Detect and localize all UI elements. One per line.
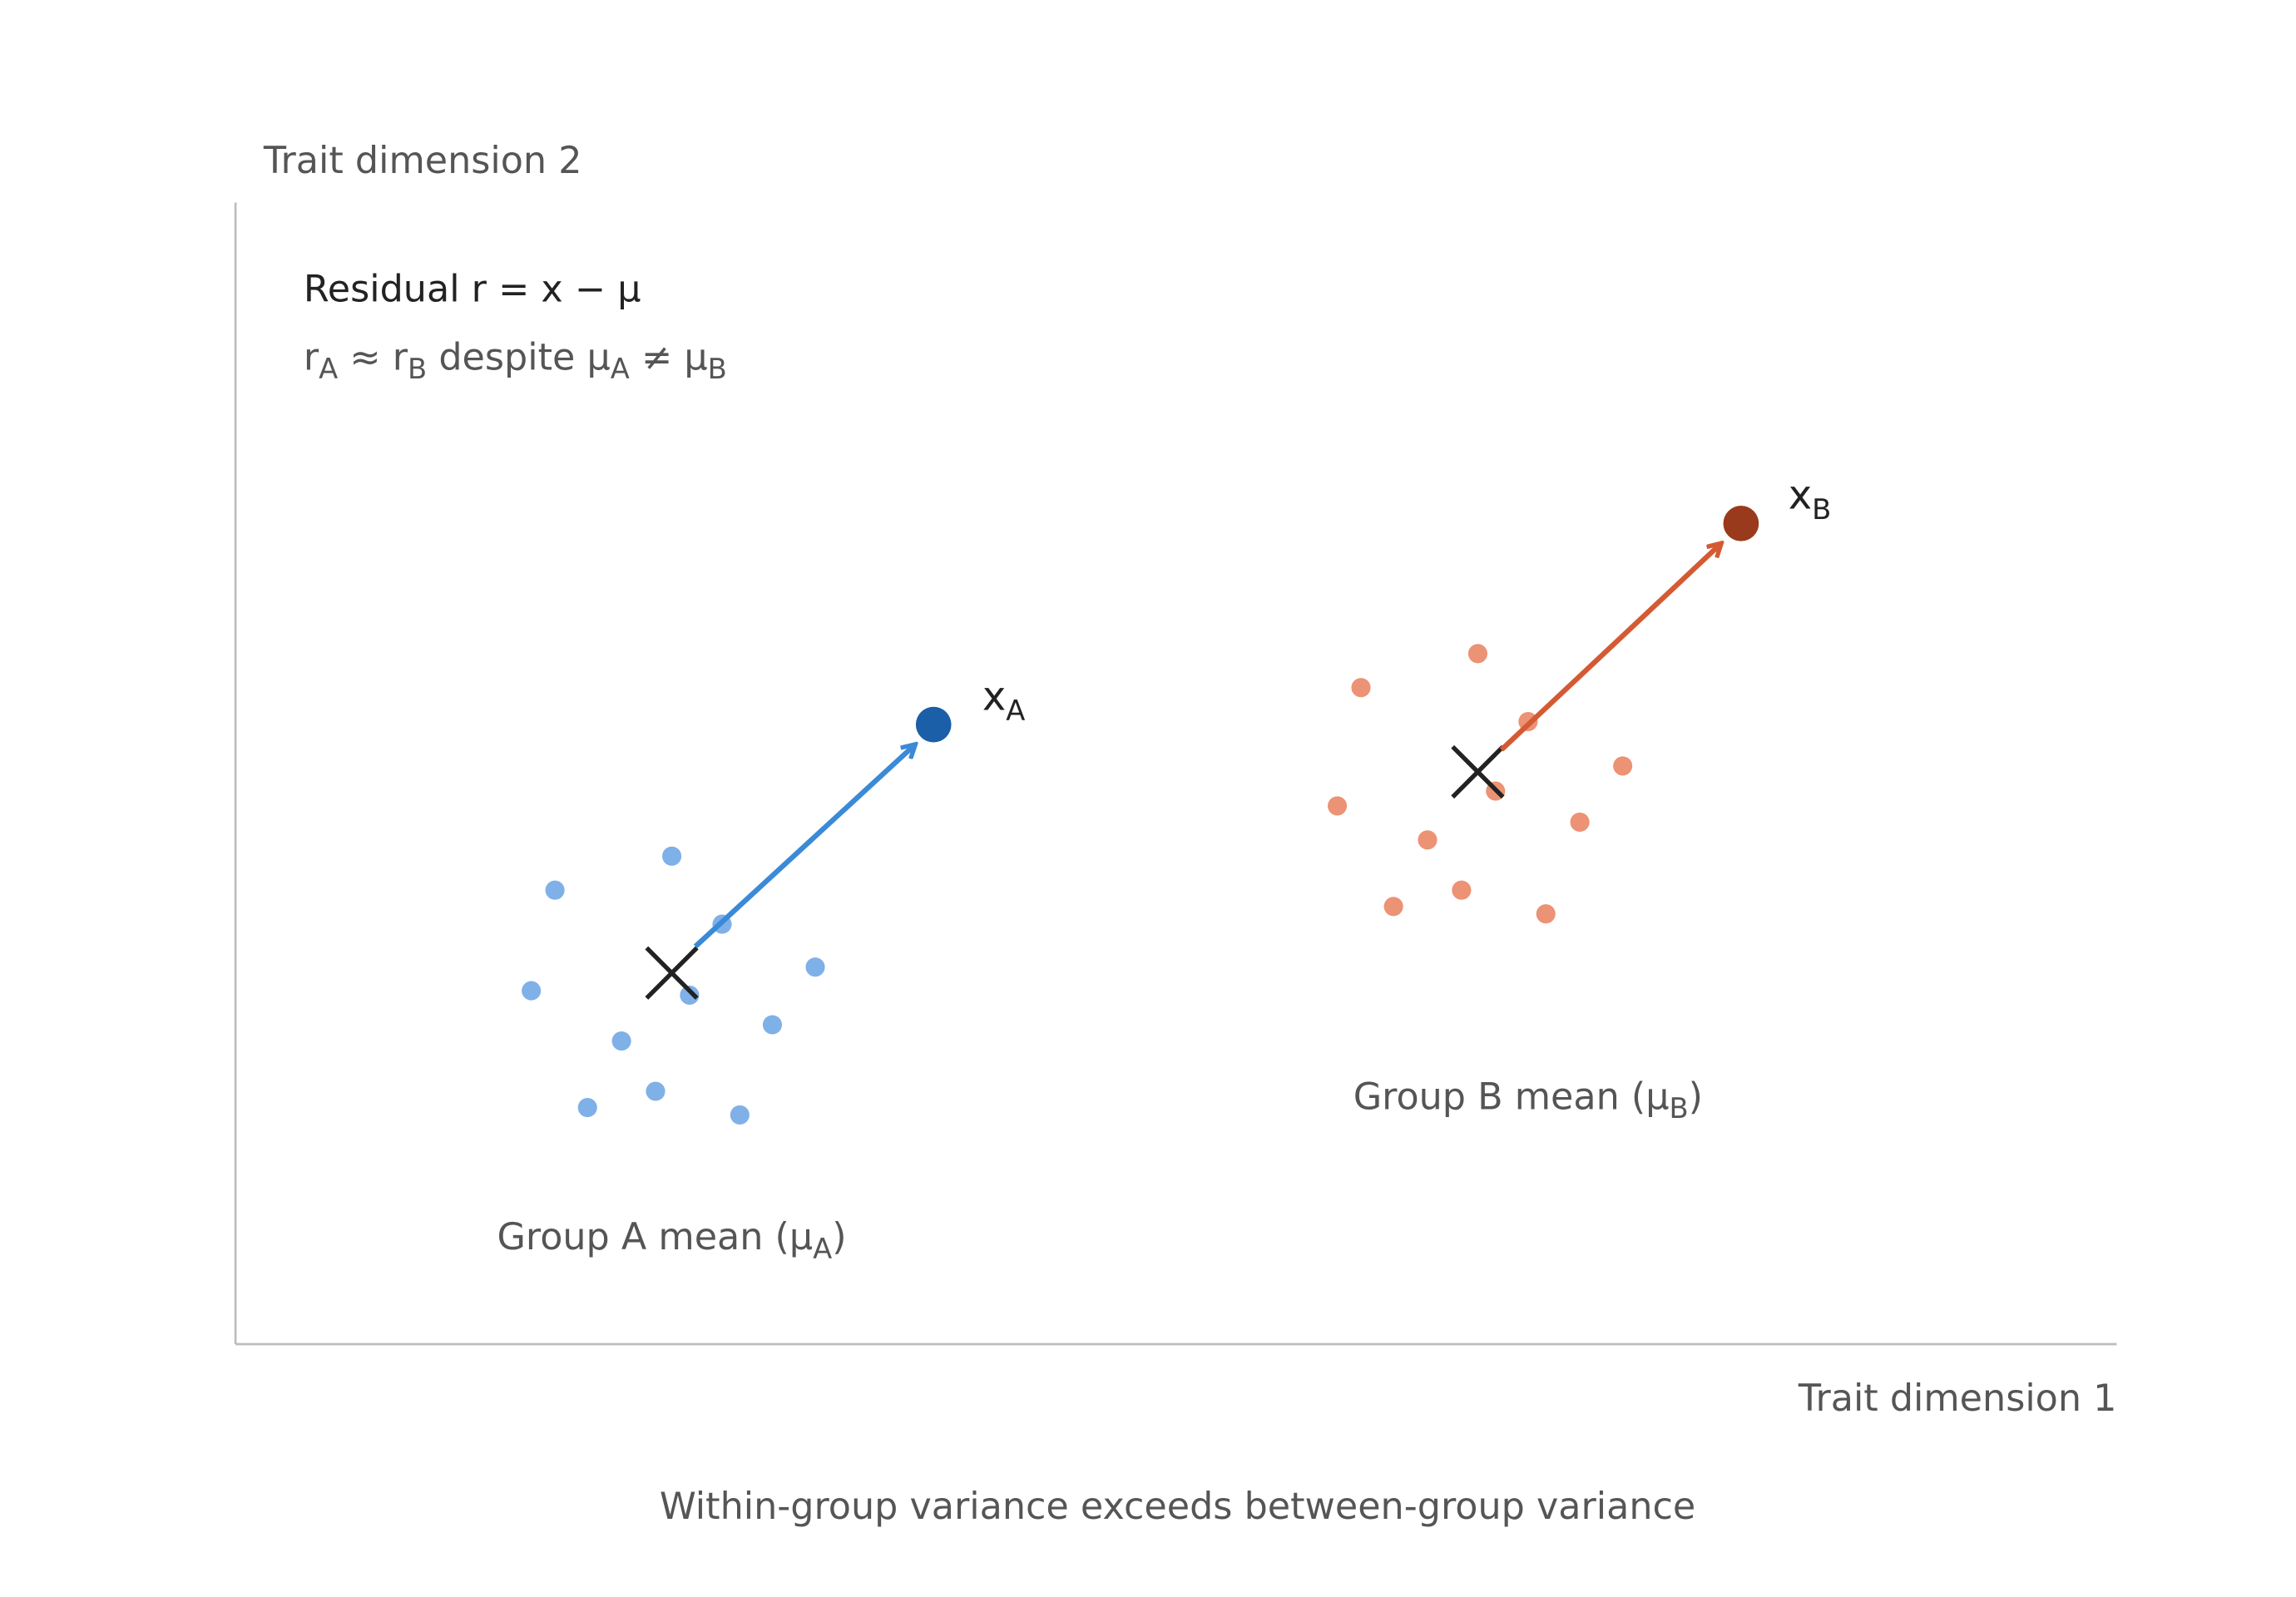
sample: [1328, 796, 1348, 816]
text-part: ≈ r: [338, 336, 408, 378]
y-axis-label: Trait dimension 2: [263, 140, 582, 182]
sample: [1383, 897, 1403, 917]
subscript: A: [319, 353, 338, 385]
sample: [1536, 904, 1556, 924]
subscript: A: [1006, 695, 1025, 727]
subscript: B: [408, 353, 427, 385]
residual-arrow-a: [693, 745, 914, 949]
point-a: [915, 706, 952, 743]
group-b-label: Group B mean (μB): [1353, 1075, 1703, 1125]
sample: [1570, 812, 1590, 832]
subscript: A: [611, 353, 630, 385]
residual-arrow-b: [1499, 544, 1720, 752]
text-part: ): [832, 1216, 846, 1258]
sample: [1613, 756, 1633, 776]
text-part: Group B mean (μ: [1353, 1075, 1670, 1118]
sample: [522, 981, 542, 1001]
sample: [662, 846, 682, 866]
caption: Within-group variance exceeds between-gr…: [660, 1486, 1695, 1528]
annotation-relation: rA ≈ rB despite μA ≠ μB: [304, 336, 727, 385]
text-part: Group A mean (μ: [497, 1216, 813, 1258]
text-part: r: [304, 336, 319, 378]
group-b-points: [1328, 644, 1633, 924]
sample: [1467, 644, 1487, 664]
group-a-points: [522, 846, 825, 1125]
sample: [680, 985, 700, 1005]
sample: [611, 1031, 631, 1051]
sample: [805, 957, 825, 977]
subscript: B: [1670, 1092, 1689, 1125]
text-part: ≠ μ: [630, 336, 708, 378]
sample: [577, 1098, 597, 1118]
sample: [1351, 678, 1371, 698]
group-b-mean: [1451, 744, 1505, 799]
group-a-mean: [645, 946, 699, 1000]
sample: [762, 1015, 782, 1035]
annotation: Residual r = x − μ: [304, 269, 641, 311]
subscript: B: [708, 353, 727, 385]
x-axis-label: Trait dimension 1: [1798, 1377, 2117, 1420]
text-part: despite μ: [427, 336, 611, 378]
group-a-label: Group A mean (μA): [497, 1216, 846, 1265]
point-b-label: xB: [1789, 472, 1832, 526]
sample: [730, 1105, 750, 1125]
text-part: x: [1789, 472, 1812, 519]
sample: [1418, 830, 1437, 850]
subscript: A: [813, 1233, 832, 1265]
sample: [545, 880, 565, 900]
sample: [646, 1081, 666, 1101]
text-part: x: [982, 673, 1006, 719]
point-b: [1723, 506, 1759, 541]
point-a-label: xA: [982, 673, 1026, 726]
subscript: B: [1812, 493, 1831, 526]
text-part: ): [1689, 1075, 1703, 1118]
sample: [1452, 880, 1472, 900]
